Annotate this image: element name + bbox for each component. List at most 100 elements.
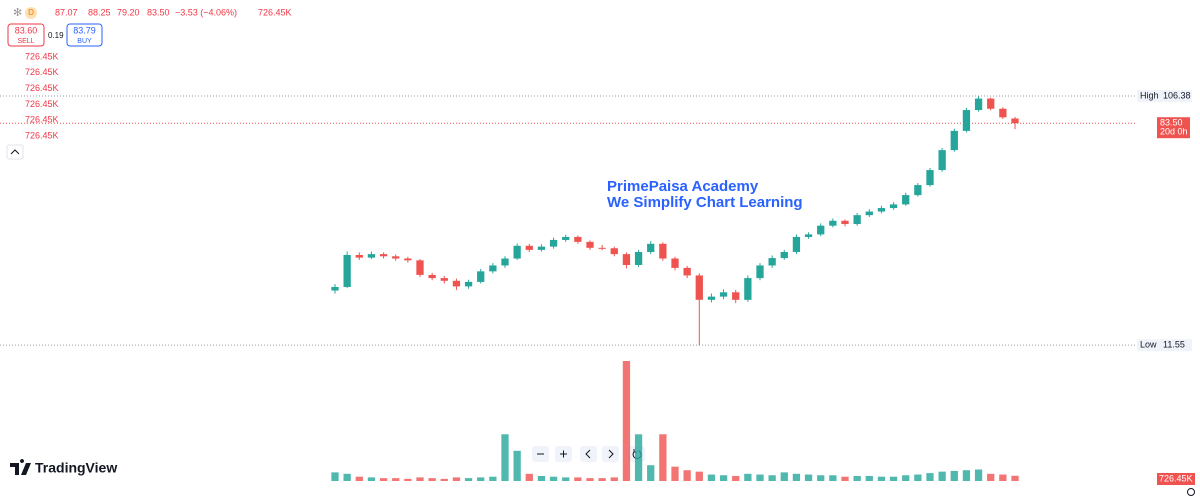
sell-label: SELL xyxy=(17,38,34,45)
volume-bar xyxy=(501,434,509,481)
volume-bar xyxy=(367,477,376,481)
watermark-line: We Simplify Chart Learning xyxy=(607,194,803,211)
collapse-button[interactable] xyxy=(6,144,24,160)
indicator-value: 726.45K xyxy=(25,130,59,140)
indicator-value: 726.45K xyxy=(25,51,59,61)
volume-bar xyxy=(355,476,363,481)
candle-body xyxy=(440,278,448,281)
candle-body xyxy=(428,274,436,279)
volume-bar xyxy=(586,478,594,481)
buy-button[interactable] xyxy=(66,23,103,47)
candle-body xyxy=(974,98,983,111)
volume-bar xyxy=(513,450,521,481)
volume-bar xyxy=(719,475,728,481)
high-tag-value: 106.38 xyxy=(1163,90,1191,100)
volume-bar xyxy=(416,477,424,481)
candle-body xyxy=(707,296,716,300)
candle-body xyxy=(671,258,679,268)
open-value: 87.07 xyxy=(55,7,78,17)
candle-body xyxy=(987,98,995,109)
candle-body xyxy=(926,170,934,186)
interval: D xyxy=(28,8,34,17)
volume-bar xyxy=(477,477,485,481)
scroll-right-icon xyxy=(608,449,614,459)
candle-body xyxy=(865,211,873,216)
volume-bar xyxy=(562,477,570,481)
volume-bar xyxy=(732,475,740,481)
volume-bar xyxy=(817,475,825,481)
volume-bar xyxy=(671,466,679,481)
candle-body xyxy=(962,110,971,131)
candle-body xyxy=(464,281,473,287)
candle-body xyxy=(513,245,521,259)
candle-body xyxy=(804,234,813,237)
candle-body xyxy=(610,248,618,255)
candle-body xyxy=(622,254,631,265)
candle-body xyxy=(950,130,958,151)
volume-bar xyxy=(331,472,339,481)
volume-bar xyxy=(999,474,1007,481)
candle-body xyxy=(379,254,388,257)
volume-bar xyxy=(404,478,412,481)
high-tag-label: High xyxy=(1140,90,1159,100)
volume-bar xyxy=(841,476,849,481)
low-value: 79.20 xyxy=(117,7,140,17)
volume-bar xyxy=(756,474,764,481)
candle-body xyxy=(367,254,376,258)
volume-bar xyxy=(792,473,801,481)
volume-bar xyxy=(452,477,461,481)
volume-bar xyxy=(537,475,546,481)
scroll-left-button[interactable] xyxy=(580,446,597,462)
volume-bar xyxy=(489,476,497,481)
volume-bar xyxy=(464,478,473,481)
volume-bar xyxy=(780,472,788,481)
volume-bar xyxy=(574,477,582,481)
indicator-value: 726.45K xyxy=(25,67,59,77)
volume-bar xyxy=(865,475,873,481)
candle-body xyxy=(634,251,643,265)
candle-body xyxy=(792,236,801,252)
candle-body xyxy=(525,245,533,250)
candle-body xyxy=(877,208,886,212)
volume-bar xyxy=(549,476,558,481)
candle-body xyxy=(586,241,594,248)
candle-body xyxy=(355,254,363,258)
volume-bar xyxy=(634,434,643,481)
buy-label: BUY xyxy=(77,38,92,45)
volume-bar xyxy=(829,475,837,481)
volume-tag xyxy=(1157,473,1195,485)
candle-body xyxy=(537,246,546,250)
settings-icon[interactable] xyxy=(1187,488,1195,496)
candle-body xyxy=(452,280,461,287)
scroll-right-button[interactable] xyxy=(602,446,619,462)
candle-body xyxy=(999,108,1007,118)
candle-body xyxy=(719,292,728,297)
indicator-value: 726.45K xyxy=(25,115,59,125)
candle-body xyxy=(392,256,400,259)
volume-bar xyxy=(950,470,958,481)
sell-button[interactable] xyxy=(7,23,45,47)
volume-bar xyxy=(914,474,922,481)
candle-body xyxy=(549,239,558,247)
high-tag xyxy=(1137,90,1192,103)
candle-body xyxy=(756,265,764,279)
scroll-left-icon xyxy=(585,449,591,459)
volume-bar xyxy=(647,465,655,481)
volume-bar xyxy=(392,478,400,481)
candle-body xyxy=(889,204,898,209)
volume-bar xyxy=(610,477,618,481)
volume-bar xyxy=(877,476,886,481)
candle-body xyxy=(829,220,837,226)
volume-bar xyxy=(974,469,983,481)
volume-bar xyxy=(853,475,861,481)
low-tag-value: 11.55 xyxy=(1163,340,1185,350)
sell-price: 83.60 xyxy=(15,25,38,35)
candle-body xyxy=(562,236,570,240)
watermark-line: PrimePaisa Academy xyxy=(607,178,759,195)
candle-body xyxy=(501,258,509,266)
volume-bar xyxy=(902,475,910,481)
volume-value: 726.45K xyxy=(258,7,292,17)
candle-body xyxy=(780,251,788,259)
candle-body xyxy=(598,247,606,249)
